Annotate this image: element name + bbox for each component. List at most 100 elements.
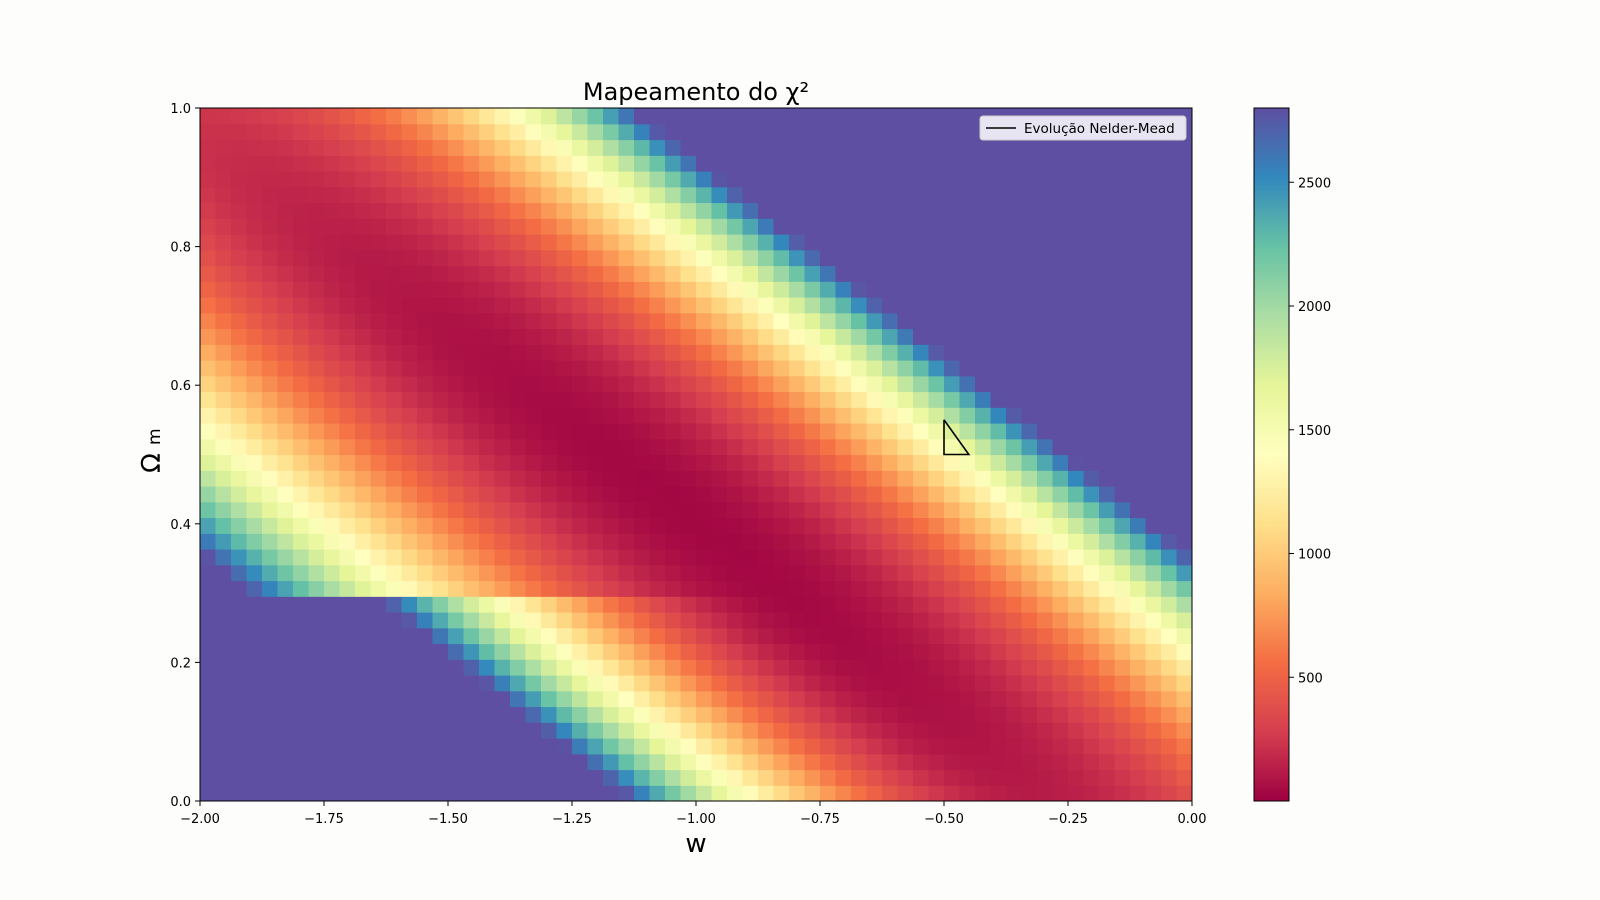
heatmap-cell — [1099, 438, 1116, 456]
heatmap-cell — [479, 612, 496, 629]
heatmap-cell — [1068, 312, 1085, 330]
heatmap-cell — [370, 265, 387, 282]
heatmap-cell — [820, 470, 837, 487]
heatmap-cell — [990, 312, 1007, 330]
heatmap-cell — [696, 407, 713, 424]
heatmap-cell — [246, 123, 263, 141]
heatmap-cell — [1130, 186, 1147, 204]
heatmap-cell — [339, 139, 356, 156]
heatmap-cell — [556, 297, 573, 314]
heatmap-cell — [944, 517, 961, 534]
heatmap-cell — [866, 785, 883, 801]
heatmap-cell — [603, 155, 620, 172]
heatmap-cell — [432, 391, 449, 408]
heatmap-cell — [231, 470, 248, 487]
heatmap-cell — [711, 454, 728, 471]
heatmap-cell — [711, 706, 728, 723]
heatmap-cell — [355, 769, 372, 786]
heatmap-cell — [448, 375, 465, 393]
heatmap-cell — [680, 580, 697, 597]
heatmap-cell — [882, 769, 899, 786]
heatmap-cell — [1161, 344, 1178, 361]
heatmap-cell — [370, 407, 387, 424]
heatmap-cell — [928, 407, 945, 424]
heatmap-cell — [463, 281, 480, 298]
heatmap-cell — [463, 265, 480, 282]
heatmap-cell — [200, 533, 217, 550]
heatmap-cell — [1037, 753, 1054, 771]
heatmap-cell — [587, 218, 604, 235]
heatmap-cell — [711, 627, 728, 645]
heatmap-cell — [866, 139, 883, 156]
heatmap-cell — [355, 186, 372, 204]
heatmap-cell — [1176, 328, 1192, 345]
heatmap-cell — [603, 407, 620, 424]
heatmap-cell — [355, 722, 372, 739]
heatmap-cell — [680, 738, 697, 755]
heatmap-cell — [463, 785, 480, 801]
heatmap-cell — [463, 186, 480, 204]
heatmap-cell — [448, 470, 465, 487]
colorbar — [1253, 107, 1290, 802]
heatmap-cell — [339, 202, 356, 219]
heatmap-cell — [727, 265, 744, 282]
heatmap-cell — [897, 643, 914, 660]
heatmap-cell — [401, 123, 418, 141]
heatmap-cell — [479, 501, 496, 519]
heatmap-cell — [1068, 675, 1085, 692]
heatmap-cell — [1021, 627, 1038, 645]
heatmap-cell — [448, 312, 465, 330]
heatmap-cell — [293, 375, 310, 393]
heatmap-cell — [789, 785, 806, 801]
heatmap-cell — [339, 470, 356, 487]
heatmap-cell — [1083, 438, 1100, 456]
heatmap-cell — [618, 722, 635, 739]
heatmap-cell — [432, 375, 449, 393]
heatmap-cell — [463, 643, 480, 660]
heatmap-cell — [293, 533, 310, 550]
heatmap-cell — [804, 470, 821, 487]
heatmap-cell — [525, 375, 542, 393]
heatmap-cell — [525, 690, 542, 708]
heatmap-cell — [215, 612, 232, 629]
heatmap-cell — [215, 281, 232, 298]
heatmap-cell — [355, 438, 372, 456]
heatmap-cell — [603, 234, 620, 251]
heatmap-cell — [1176, 423, 1192, 440]
heatmap-cell — [866, 675, 883, 692]
heatmap-cell — [1130, 753, 1147, 771]
heatmap-cell — [1145, 486, 1162, 503]
heatmap-cell — [308, 218, 325, 235]
heatmap-cell — [1021, 391, 1038, 408]
heatmap-cell — [246, 596, 263, 613]
heatmap-cell — [355, 659, 372, 676]
heatmap-cell — [386, 344, 403, 361]
heatmap-cell — [510, 675, 527, 692]
heatmap-cell — [913, 139, 930, 156]
heatmap-cell — [758, 612, 775, 629]
heatmap-cell — [773, 297, 790, 314]
heatmap-cell — [1176, 722, 1192, 739]
heatmap-cell — [866, 186, 883, 204]
heatmap-cell — [727, 785, 744, 801]
heatmap-cell — [680, 643, 697, 660]
heatmap-cell — [541, 407, 558, 424]
heatmap-cell — [866, 753, 883, 771]
heatmap-cell — [789, 549, 806, 566]
heatmap-cell — [944, 139, 961, 156]
heatmap-cell — [479, 517, 496, 534]
heatmap-cell — [293, 470, 310, 487]
heatmap-cell — [262, 738, 279, 755]
heatmap-cell — [913, 753, 930, 771]
heatmap-cell — [928, 501, 945, 519]
heatmap-cell — [835, 659, 852, 676]
heatmap-cell — [432, 454, 449, 471]
heatmap-cell — [1083, 265, 1100, 282]
heatmap-cell — [1037, 769, 1054, 786]
heatmap-cell — [990, 234, 1007, 251]
heatmap-cell — [773, 612, 790, 629]
heatmap-cell — [1145, 155, 1162, 172]
heatmap-cell — [262, 265, 279, 282]
heatmap-cell — [262, 344, 279, 361]
